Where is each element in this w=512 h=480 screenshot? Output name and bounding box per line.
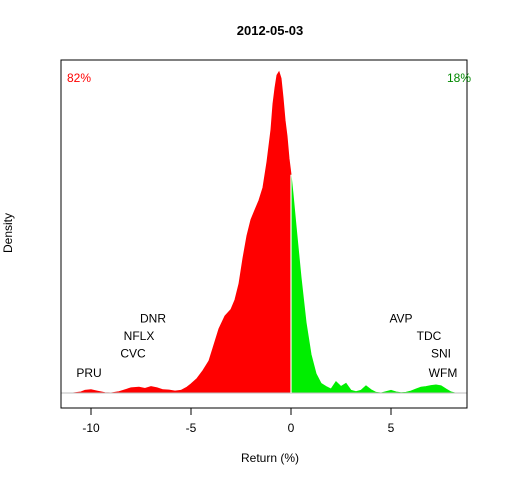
x-axis-label: Return (%): [241, 451, 299, 465]
ticker-label-dnr: DNR: [140, 311, 166, 325]
chart-title: 2012-05-03: [237, 23, 304, 38]
positive-percentage-label: 18%: [447, 71, 471, 85]
negative-density-area: [72, 70, 292, 394]
ticker-label-tdc: TDC: [417, 329, 442, 343]
x-tick-label: 0: [288, 421, 295, 435]
ticker-label-cvc: CVC: [120, 347, 146, 361]
ticker-label-nflx: NFLX: [124, 329, 155, 343]
y-axis-label: Density: [1, 213, 15, 253]
x-tick-label: -10: [82, 421, 100, 435]
ticker-label-pru: PRU: [76, 366, 101, 380]
ticker-annotations: PRU CVC NFLX DNR AVP TDC SNI WFM: [76, 311, 457, 380]
ticker-label-avp: AVP: [389, 311, 412, 325]
x-tick-label: -5: [186, 421, 197, 435]
x-axis: -10 -5 0 5: [82, 407, 395, 435]
plot-area: [61, 70, 467, 394]
negative-percentage-label: 82%: [67, 71, 91, 85]
ticker-label-wfm: WFM: [429, 366, 458, 380]
x-tick-label: 5: [388, 421, 395, 435]
positive-density-area: [290, 174, 456, 394]
ticker-label-sni: SNI: [431, 347, 451, 361]
